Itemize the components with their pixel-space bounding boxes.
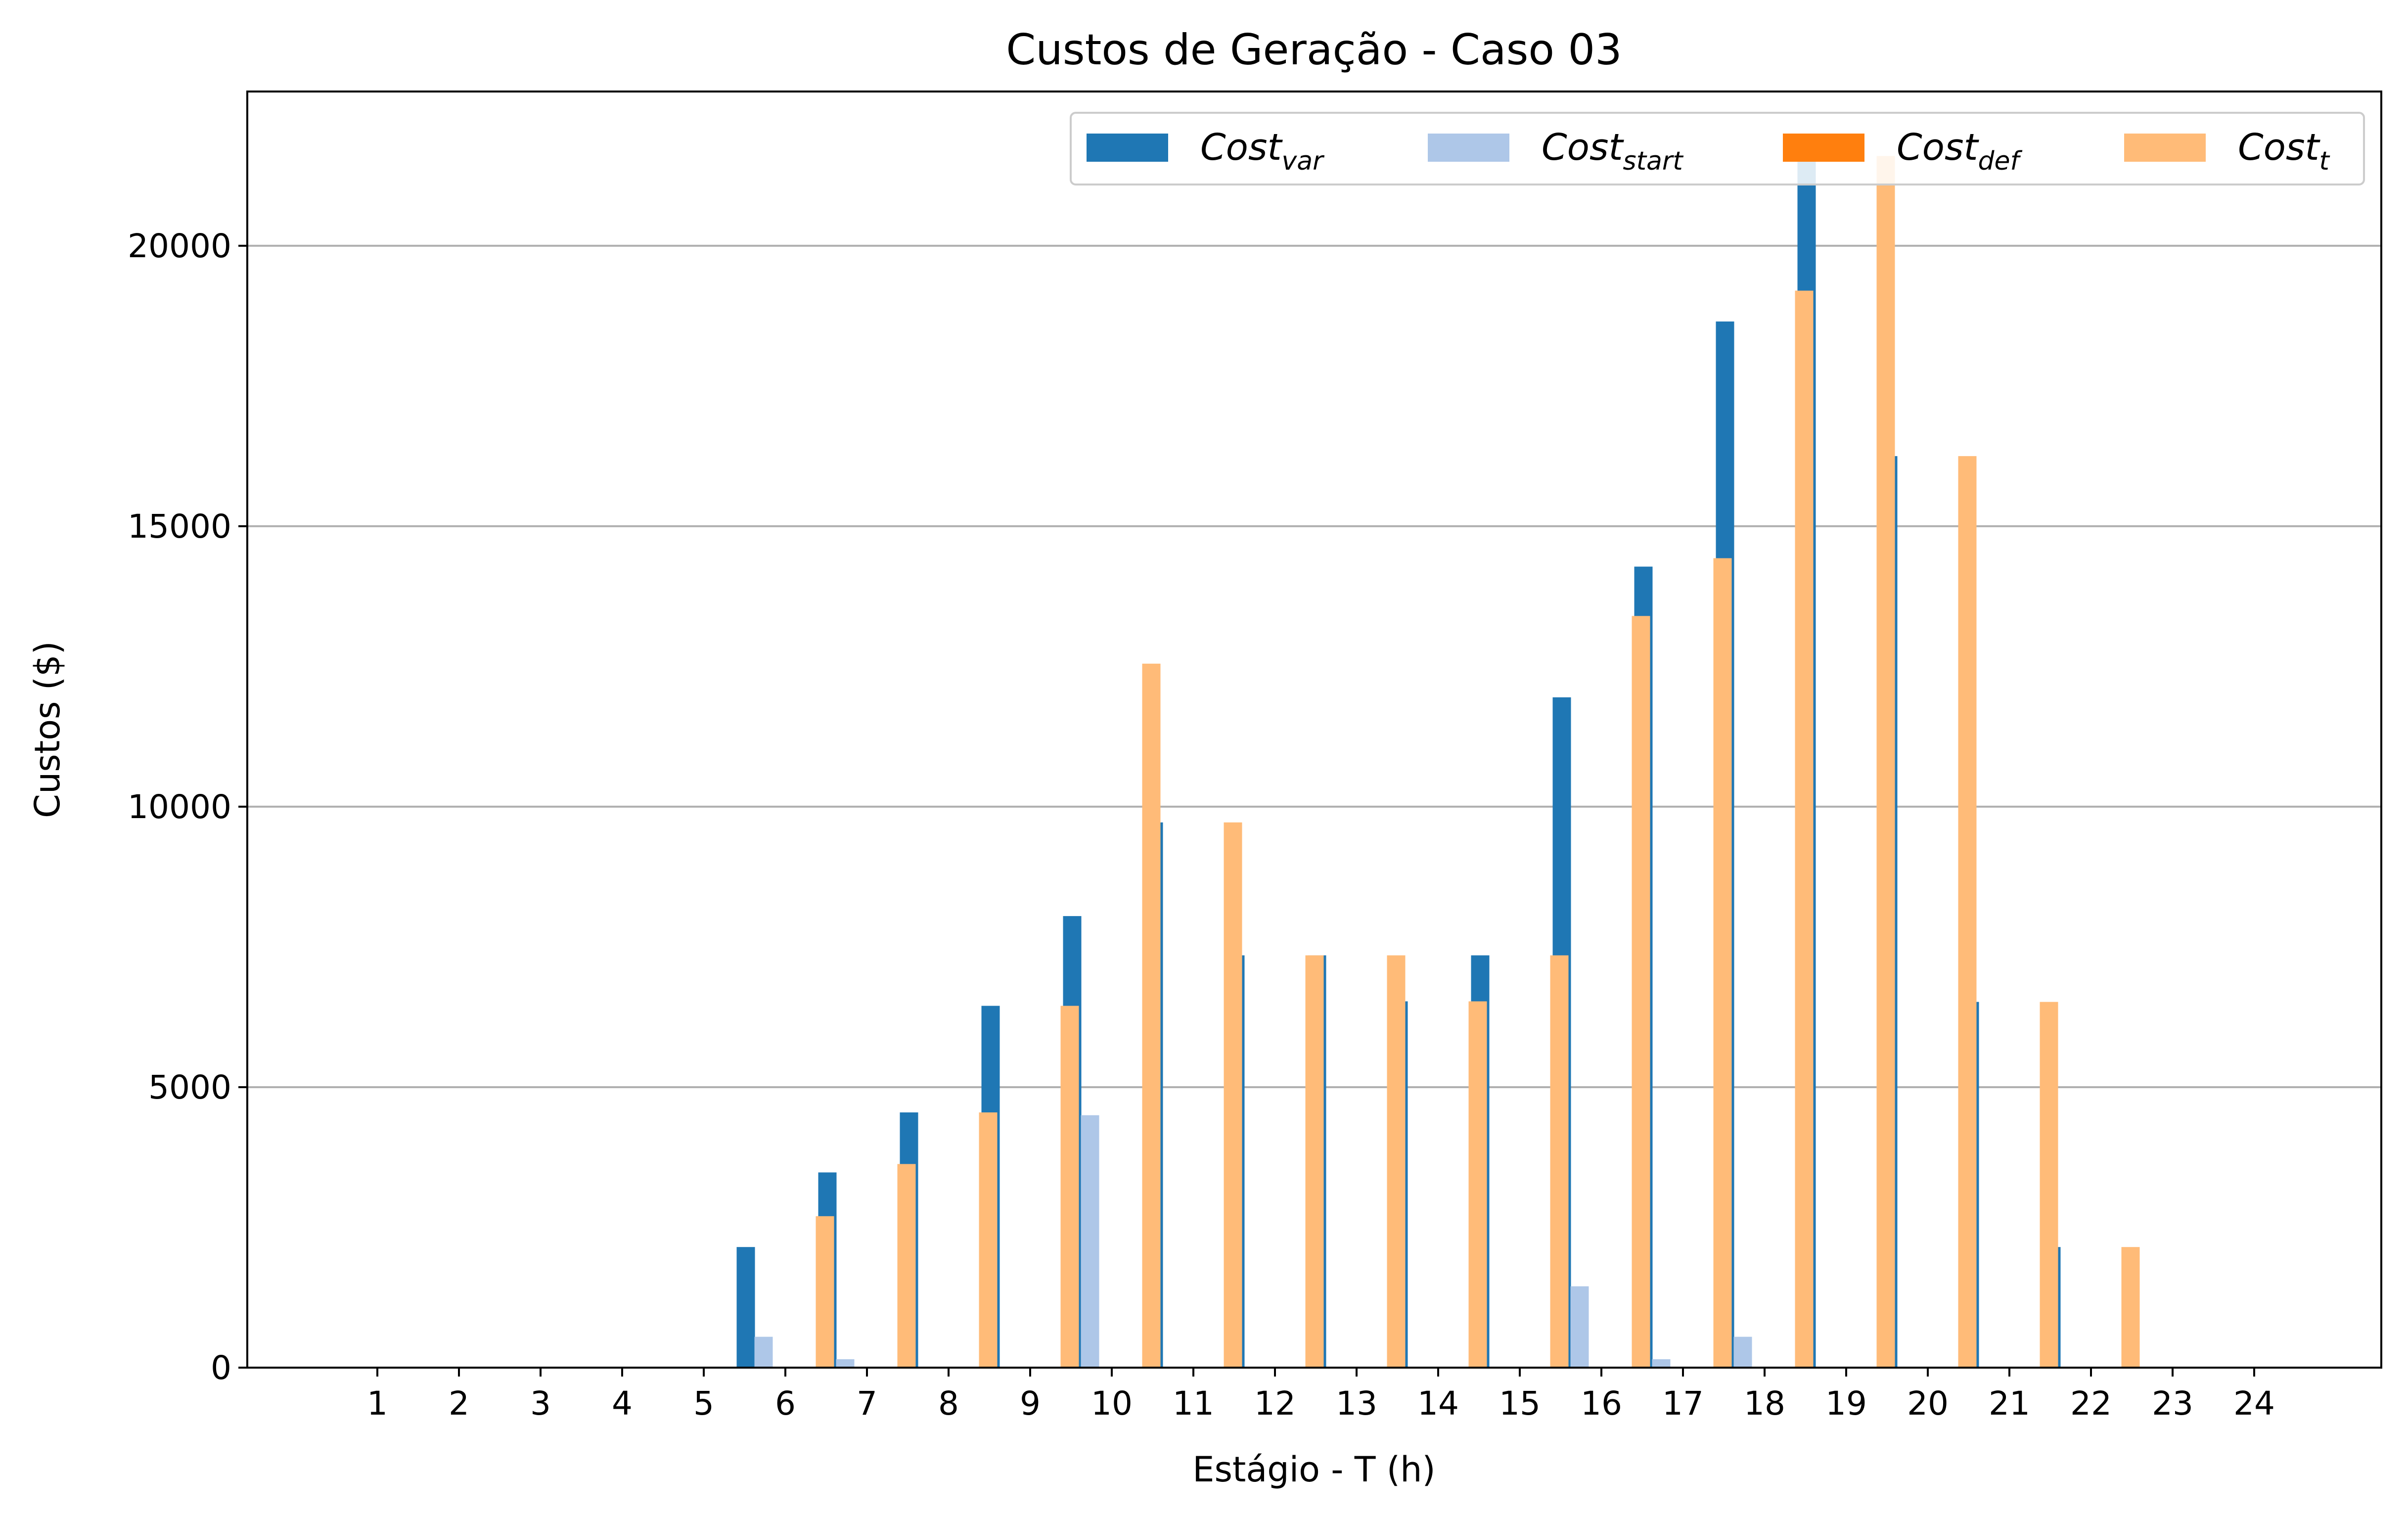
x-tick-label: 16	[1581, 1384, 1622, 1423]
x-axis-label: Estágio - T (h)	[1192, 1449, 1436, 1490]
bars	[736, 156, 2140, 1368]
x-tick-label: 2	[449, 1384, 469, 1423]
bar-t-7	[897, 1164, 916, 1368]
x-tick-label: 8	[938, 1384, 959, 1423]
bar-t-11	[1224, 822, 1242, 1368]
x-tick-label: 19	[1825, 1384, 1867, 1423]
x-tick-label: 5	[693, 1384, 714, 1423]
legend-subscript: start	[1623, 146, 1684, 176]
legend-swatch-start	[1428, 134, 1509, 162]
bar-t-17	[1713, 558, 1732, 1368]
bar-t-8	[979, 1112, 998, 1368]
x-tick-label: 14	[1417, 1384, 1459, 1423]
legend-swatch-var	[1087, 134, 1168, 162]
bar-start-6	[754, 1336, 773, 1368]
bar-t-15	[1550, 955, 1569, 1368]
legend-subscript: t	[2319, 146, 2330, 176]
legend-subscript: var	[1282, 146, 1325, 176]
x-tick-label: 18	[1744, 1384, 1785, 1423]
bar-t-16	[1632, 616, 1650, 1368]
x-tick-label: 15	[1499, 1384, 1541, 1423]
bar-start-17	[1652, 1359, 1671, 1368]
y-tick-label: 15000	[128, 507, 231, 546]
bar-t-18	[1795, 290, 1814, 1368]
legend-box	[1070, 112, 2365, 185]
bar-t-19	[1876, 156, 1895, 1368]
bar-t-20	[1958, 456, 1977, 1368]
bar-t-10	[1142, 663, 1161, 1368]
x-tick-label: 23	[2152, 1384, 2193, 1423]
legend-subscript: def	[1978, 146, 2023, 176]
x-axis: 1 2 3 4 5 6 7 8 9 10 11 12 13 14 15 16 17 18 19 20 21 22 23 24	[367, 1368, 2275, 1423]
bar-start-18	[1733, 1336, 1752, 1368]
y-tick-label: 20000	[128, 227, 231, 265]
bar-t-14	[1468, 1001, 1487, 1368]
chart-title: Custos de Geração - Caso 03	[1006, 25, 1622, 75]
bar-t-22	[2121, 1247, 2140, 1368]
x-tick-label: 6	[775, 1384, 796, 1423]
x-tick-label: 7	[857, 1384, 877, 1423]
x-tick-label: 10	[1091, 1384, 1133, 1423]
legend-swatch-def	[1783, 134, 1864, 162]
bar-t-9	[1060, 1006, 1079, 1368]
x-tick-label: 22	[2070, 1384, 2112, 1423]
bar-start-10	[1081, 1115, 1099, 1368]
x-tick-label: 17	[1662, 1384, 1704, 1423]
x-tick-label: 21	[1989, 1384, 2030, 1423]
bar-start-7	[836, 1359, 855, 1368]
plot-frame	[246, 91, 2382, 1369]
legend: Costvar Coststart Costdef Costt	[1070, 112, 2365, 185]
x-tick-label: 12	[1254, 1384, 1296, 1423]
x-tick-label: 4	[612, 1384, 633, 1423]
y-tick-label: 10000	[128, 788, 231, 826]
y-tick-label: 0	[211, 1349, 231, 1387]
bar-start-16	[1570, 1286, 1589, 1368]
legend-label-def: Costdef	[1897, 126, 2023, 176]
x-tick-label: 24	[2233, 1384, 2275, 1423]
x-tick-label: 3	[530, 1384, 551, 1423]
y-tick-label: 5000	[148, 1068, 231, 1106]
bar-t-12	[1305, 955, 1324, 1368]
x-tick-label: 1	[367, 1384, 388, 1423]
x-tick-label: 13	[1336, 1384, 1377, 1423]
legend-label-t: Costt	[2238, 126, 2330, 176]
legend-swatch-t	[2124, 134, 2206, 162]
y-axis: 0 5000 10000 15000 20000	[128, 227, 247, 1387]
y-axis-label: Custos ($)	[27, 641, 68, 818]
x-tick-label: 9	[1020, 1384, 1041, 1423]
x-tick-label: 20	[1907, 1384, 1949, 1423]
bar-t-21	[2040, 1002, 2058, 1368]
bar-t-13	[1387, 955, 1406, 1368]
bar-var-6	[736, 1247, 755, 1368]
x-tick-label: 11	[1173, 1384, 1214, 1423]
bar-t-6	[816, 1216, 834, 1368]
